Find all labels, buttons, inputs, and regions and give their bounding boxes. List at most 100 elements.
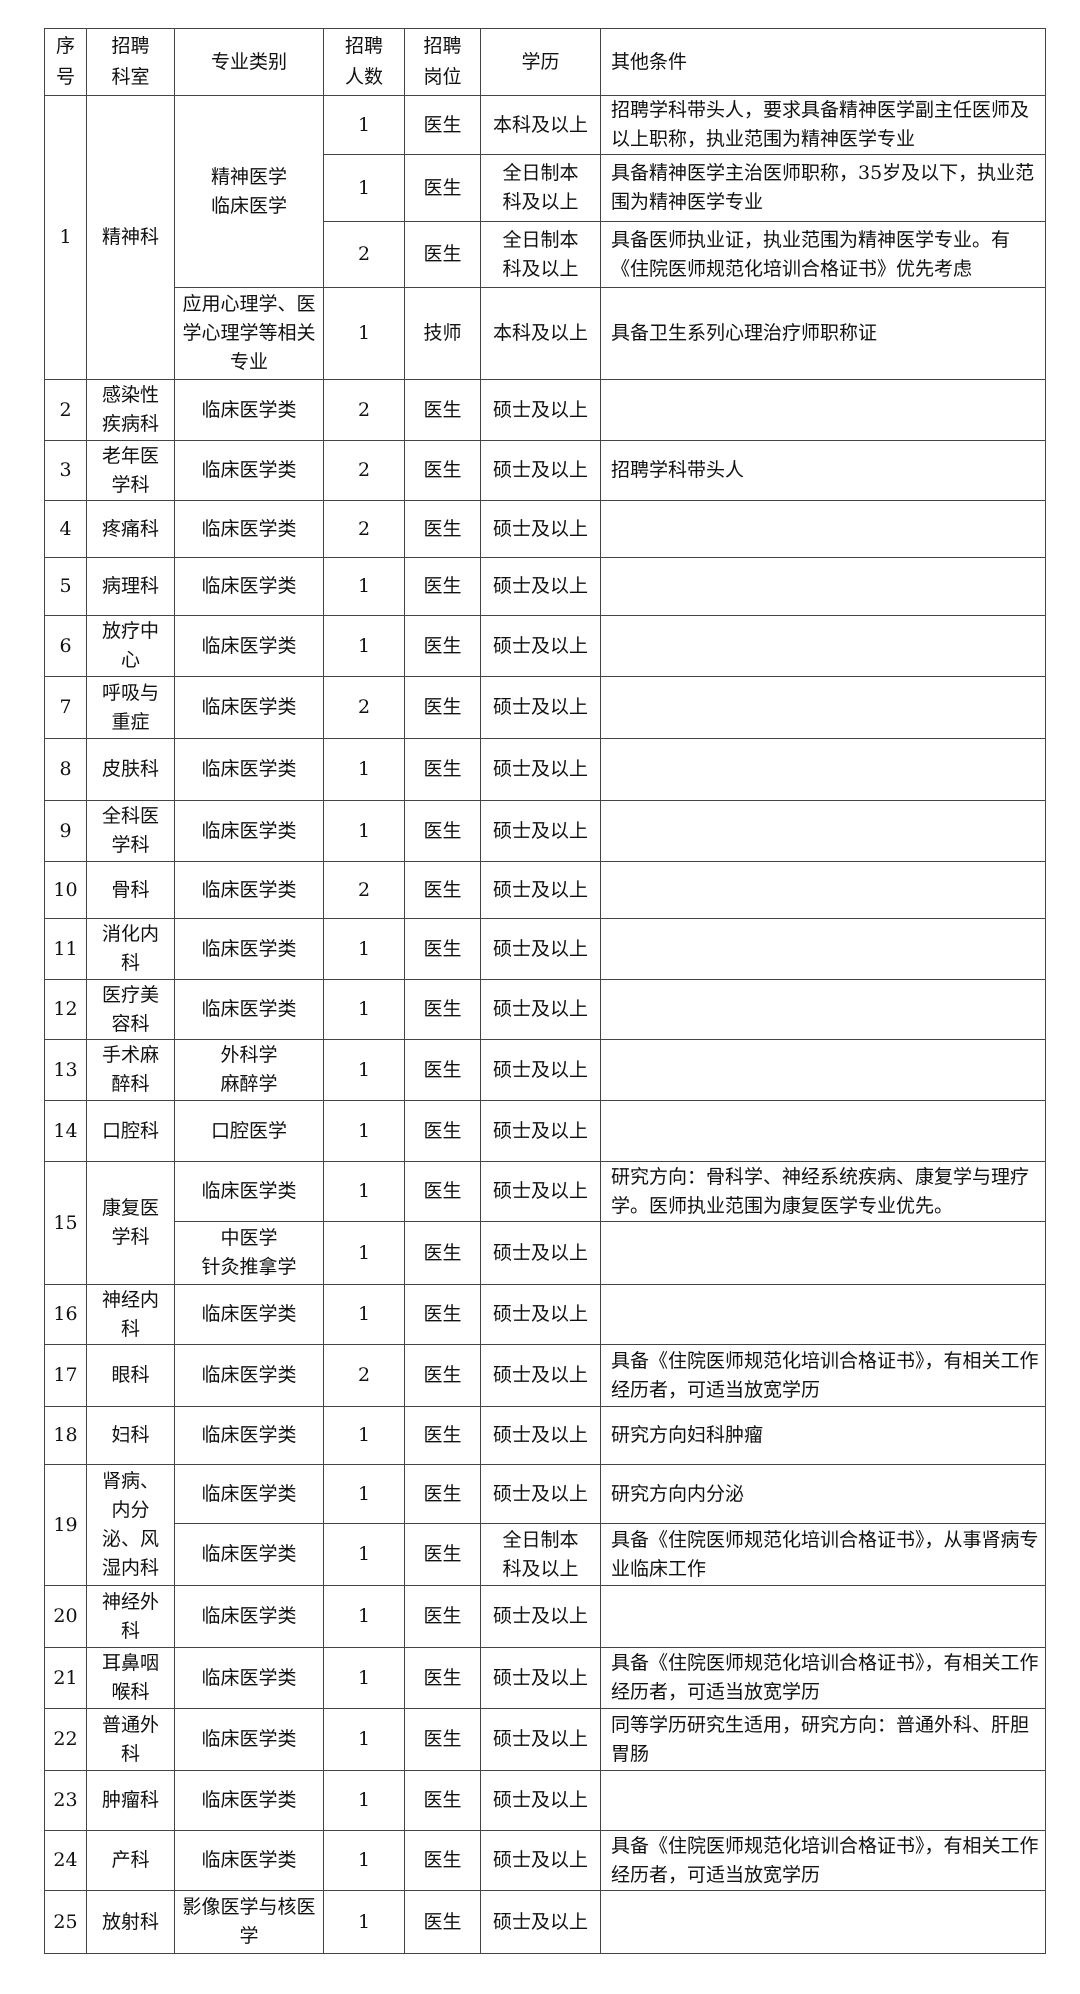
table-row: 19 肾病、内分泌、风湿内科 临床医学类 1 医生 硕士及以上 研究方向内分泌	[44, 1464, 1046, 1586]
other-conditions	[600, 557, 1046, 616]
education: 本科及以上	[480, 95, 601, 155]
row-number: 5	[44, 557, 87, 616]
other-conditions	[600, 1890, 1046, 1954]
other-conditions	[600, 861, 1046, 919]
education: 硕士及以上	[480, 979, 601, 1040]
department: 医疗美容科	[86, 979, 175, 1040]
education: 硕士及以上	[480, 800, 601, 862]
table-row: 1 医生 全日制本科及以上 具备精神医学主治医师职称，35岁及以下，执业范围为精神医学…	[45, 154, 1046, 222]
row-number: 6	[44, 615, 87, 677]
department: 康复医学科	[86, 1161, 175, 1285]
major-category: 临床医学类	[174, 440, 324, 501]
header-count: 招聘人数	[323, 28, 405, 96]
headcount: 1	[323, 154, 405, 222]
position: 医生	[404, 440, 481, 501]
major-category: 临床医学类	[174, 1161, 324, 1222]
position: 医生	[404, 1100, 481, 1162]
major-category: 临床医学类	[174, 1284, 324, 1345]
major-category: 临床医学类	[174, 1708, 324, 1771]
position: 医生	[404, 1585, 481, 1648]
other-conditions: 具备《住院医师规范化培训合格证书》，有相关工作经历者，可适当放宽学历	[600, 1647, 1046, 1709]
table-row: 6 放疗中心 临床医学类 1 医生 硕士及以上	[44, 615, 1046, 677]
position: 医生	[404, 557, 481, 616]
headcount: 1	[323, 1221, 405, 1285]
headcount: 1	[323, 1523, 405, 1586]
position: 医生	[404, 1647, 481, 1709]
row-number: 7	[44, 676, 87, 739]
table-row: 14 口腔科 口腔医学 1 医生 硕士及以上	[44, 1100, 1046, 1162]
other-conditions	[600, 1585, 1046, 1648]
department: 耳鼻咽喉科	[86, 1647, 175, 1709]
row-number: 3	[44, 440, 87, 501]
table-row: 1 精神科 精神医学 临床医学 1 医生 本科及以上 招聘学科带头人，要求具备精神医学副主任…	[44, 95, 1046, 380]
education: 全日制本科及以上	[480, 221, 601, 288]
education: 硕士及以上	[480, 379, 601, 441]
row-number: 9	[44, 800, 87, 862]
education: 硕士及以上	[480, 738, 601, 801]
other-conditions: 具备《住院医师规范化培训合格证书》，有相关工作经历者，可适当放宽学历	[600, 1344, 1046, 1407]
other-conditions	[600, 800, 1046, 862]
education: 硕士及以上	[480, 1100, 601, 1162]
position: 医生	[404, 1890, 481, 1954]
department: 神经内科	[86, 1284, 175, 1345]
table-row: 3 老年医学科 临床医学类 2 医生 硕士及以上 招聘学科带头人	[44, 440, 1046, 501]
education: 硕士及以上	[480, 1284, 601, 1345]
table-row: 18 妇科 临床医学类 1 医生 硕士及以上 研究方向妇科肿瘤	[44, 1406, 1046, 1465]
position: 医生	[404, 1344, 481, 1407]
position: 医生	[404, 95, 481, 155]
table-row: 21 耳鼻咽喉科 临床医学类 1 医生 硕士及以上 具备《住院医师规范化培训合格证书》，有相…	[44, 1647, 1046, 1709]
position: 技师	[404, 287, 481, 380]
department: 放疗中心	[86, 615, 175, 677]
major-category: 临床医学类	[174, 379, 324, 441]
table-row: 15 康复医学科 临床医学类 1 医生 硕士及以上 研究方向：骨科学、神经系统疾病、康复学与…	[44, 1161, 1046, 1285]
department: 普通外科	[86, 1708, 175, 1771]
major-category: 临床医学类	[174, 557, 324, 616]
other-conditions	[600, 500, 1046, 558]
education: 硕士及以上	[480, 861, 601, 919]
other-conditions	[600, 379, 1046, 441]
row-number: 13	[44, 1039, 87, 1101]
education: 硕士及以上	[480, 615, 601, 677]
other-conditions	[600, 1221, 1046, 1285]
education: 硕士及以上	[480, 500, 601, 558]
position: 医生	[404, 1221, 481, 1285]
row-number: 23	[44, 1770, 87, 1831]
headcount: 1	[323, 918, 405, 980]
education: 硕士及以上	[480, 1585, 601, 1648]
position: 医生	[404, 1770, 481, 1831]
table-row: 8 皮肤科 临床医学类 1 医生 硕士及以上	[44, 738, 1046, 801]
headcount: 1	[323, 1161, 405, 1222]
row-number: 8	[44, 738, 87, 801]
position: 医生	[404, 1039, 481, 1101]
headcount: 2	[323, 861, 405, 919]
department: 呼吸与重症	[86, 676, 175, 739]
table-row: 9 全科医学科 临床医学类 1 医生 硕士及以上	[44, 800, 1046, 862]
table-row: 中医学 针灸推拿学 1 医生 硕士及以上	[45, 1221, 1046, 1285]
header-dept: 招聘科室	[86, 28, 175, 96]
headcount: 2	[323, 440, 405, 501]
headcount: 1	[323, 1100, 405, 1162]
headcount: 1	[323, 1284, 405, 1345]
department: 肿瘤科	[86, 1770, 175, 1831]
major-category: 临床医学类	[174, 918, 324, 980]
headcount: 1	[323, 1770, 405, 1831]
education: 本科及以上	[480, 287, 601, 380]
major-category: 精神医学 临床医学	[174, 95, 324, 288]
position: 医生	[404, 861, 481, 919]
table-row: 4 疼痛科 临床医学类 2 医生 硕士及以上	[44, 500, 1046, 558]
headcount: 1	[323, 800, 405, 862]
position: 医生	[404, 676, 481, 739]
table-row: 25 放射科 影像医学与核医学 1 医生 硕士及以上	[44, 1890, 1046, 1954]
table-row: 2 医生 全日制本科及以上 具备医师执业证，执业范围为精神医学专业。有《住院医师规范化…	[45, 221, 1046, 288]
position: 医生	[404, 1406, 481, 1465]
other-conditions: 具备《住院医师规范化培训合格证书》，从事肾病专业临床工作	[600, 1523, 1046, 1586]
row-number: 4	[44, 500, 87, 558]
other-conditions: 研究方向：骨科学、神经系统疾病、康复学与理疗学。医师执业范围为康复医学专业优先。	[600, 1161, 1046, 1222]
other-conditions	[600, 738, 1046, 801]
department: 全科医学科	[86, 800, 175, 862]
department: 神经外科	[86, 1585, 175, 1648]
education: 硕士及以上	[480, 1161, 601, 1222]
major-category: 临床医学类	[174, 1647, 324, 1709]
headcount: 1	[323, 1464, 405, 1524]
position: 医生	[404, 615, 481, 677]
